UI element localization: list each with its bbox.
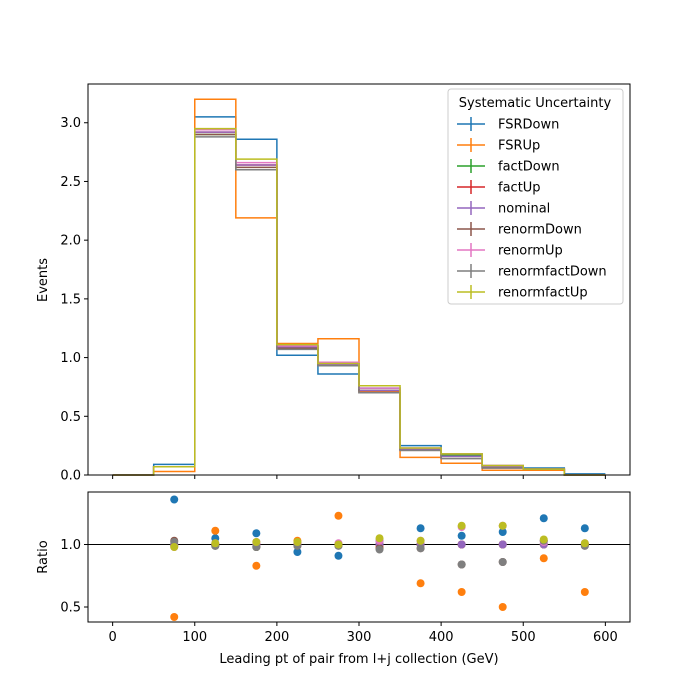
bottom-y-ticks: 0.5 1.0	[60, 538, 88, 616]
legend-item-renormfactup: renormfactUp	[457, 285, 588, 301]
bottom-plot-area	[88, 492, 630, 622]
bottom-x-tick-label: 0	[108, 630, 116, 645]
legend-item-nominal: nominal	[457, 201, 550, 217]
legend-box	[447, 88, 624, 305]
top-y-tick-label: 2.0	[60, 234, 81, 249]
ratio-point-renormfactup	[293, 538, 302, 546]
ratio-point-renormfactup	[375, 534, 384, 543]
ratio-point-fsrup	[334, 511, 343, 520]
ratio-point-fsrdown	[170, 495, 179, 504]
ratio-point-renormfactup	[580, 539, 589, 548]
legend: Systematic Uncertainty FSRDown FSRUp factD…	[447, 88, 624, 305]
ratio-point-renormfactdown	[416, 544, 425, 553]
ratio-point-fsrdown	[580, 524, 589, 533]
bottom-y-tick-label: 1.0	[60, 538, 81, 553]
top-y-axis-label: Events	[36, 258, 51, 302]
ratio-point-renormfactup	[211, 539, 220, 548]
ratio-point-fsrdown	[498, 528, 507, 536]
ratio-point-renormfactup	[334, 540, 343, 549]
ratio-point-fsrdown	[334, 551, 343, 560]
ratio-panel: 0 100 200 300 400 500 600 0.5 1.0 Ratio Leading…	[36, 491, 631, 667]
bottom-x-tick-label: 500	[511, 630, 536, 645]
ratio-point-renormfactup	[539, 535, 548, 544]
legend-item-factup: factUp	[457, 180, 541, 196]
legend-item-fsrdown: FSRDown	[457, 117, 559, 133]
legend-item-fsrup: FSRUp	[457, 138, 540, 154]
ratio-point-fsrup	[211, 526, 220, 535]
legend-label: renormDown	[498, 223, 582, 238]
legend-label: factDown	[498, 160, 560, 175]
top-step-lines	[112, 98, 606, 476]
legend-label: FSRUp	[498, 139, 540, 154]
ratio-point-fsrup	[539, 554, 548, 563]
ratio-points	[170, 495, 589, 621]
top-y-tick-label: 1.5	[60, 292, 81, 307]
ratio-point-fsrdown	[539, 514, 548, 523]
legend-label: FSRDown	[498, 118, 559, 133]
bottom-x-ticks: 0 100 200 300 400 500 600	[108, 622, 618, 645]
ratio-point-renormfactup	[416, 536, 425, 545]
top-y-tick-label: 0.0	[60, 469, 81, 484]
legend-item-factdown: factDown	[457, 159, 560, 175]
legend-label: renormfactUp	[498, 286, 588, 301]
top-y-tick-label: 3.0	[60, 116, 81, 131]
legend-title: Systematic Uncertainty	[459, 96, 612, 111]
top-y-tick-label: 1.0	[60, 351, 81, 366]
bottom-x-tick-label: 400	[429, 630, 454, 645]
ratio-point-fsrup	[498, 603, 507, 611]
top-plot-frame	[87, 83, 631, 476]
ratio-point-renormfactdown	[457, 560, 466, 569]
bottom-x-tick-label: 300	[347, 630, 372, 645]
legend-label: renormUp	[498, 244, 563, 259]
ratio-point-fsrup	[457, 588, 466, 596]
ratio-point-fsrup	[580, 588, 589, 596]
bottom-x-tick-label: 100	[182, 630, 207, 645]
ratio-point-fsrdown	[416, 524, 425, 533]
top-y-tick-label: 2.5	[60, 175, 81, 190]
ratio-point-renormfactup	[170, 543, 179, 551]
ratio-point-fsrdown	[293, 548, 302, 556]
bottom-x-tick-label: 600	[593, 630, 618, 645]
bottom-y-axis-label: Ratio	[36, 540, 51, 573]
ratio-point-nominal	[498, 540, 507, 549]
bottom-x-tick-label: 200	[264, 630, 289, 645]
top-y-tick-label: 0.5	[60, 410, 81, 425]
top-x-ticks	[112, 475, 606, 479]
ratio-point-fsrdown	[252, 529, 261, 538]
ratio-point-renormfactdown	[498, 558, 507, 566]
ratio-point-fsrup	[252, 561, 261, 570]
ratio-point-renormfactdown	[375, 545, 384, 554]
ratio-point-fsrup	[416, 579, 425, 588]
bottom-plot-frame	[87, 491, 631, 623]
ratio-point-fsrup	[170, 613, 179, 621]
legend-item-renormup: renormUp	[457, 243, 563, 259]
ratio-point-fsrdown	[457, 531, 466, 540]
ratio-point-nominal	[457, 540, 466, 549]
legend-label: nominal	[498, 202, 550, 217]
legend-items: FSRDown FSRUp factDown factUp nominal renormD…	[457, 117, 607, 301]
legend-label: renormfactDown	[498, 265, 607, 280]
legend-item-renormfactdown: renormfactDown	[457, 264, 607, 280]
ratio-point-renormfactup	[252, 538, 261, 546]
x-axis-label: Leading pt of pair from l+j collection (…	[219, 652, 498, 667]
ratio-point-renormfactup	[498, 521, 507, 530]
series-line-renormfactup	[112, 127, 606, 476]
legend-label: factUp	[498, 181, 541, 196]
bottom-y-tick-label: 0.5	[60, 601, 81, 616]
events-histogram-panel: 0.0 0.5 1.0 1.5 2.0 2.5 3.0 Events Systematic …	[36, 83, 631, 484]
ratio-point-renormfactup	[457, 521, 466, 530]
legend-item-renormdown: renormDown	[457, 222, 582, 238]
top-y-ticks: 0.0 0.5 1.0 1.5 2.0 2.5 3.0	[60, 116, 88, 484]
